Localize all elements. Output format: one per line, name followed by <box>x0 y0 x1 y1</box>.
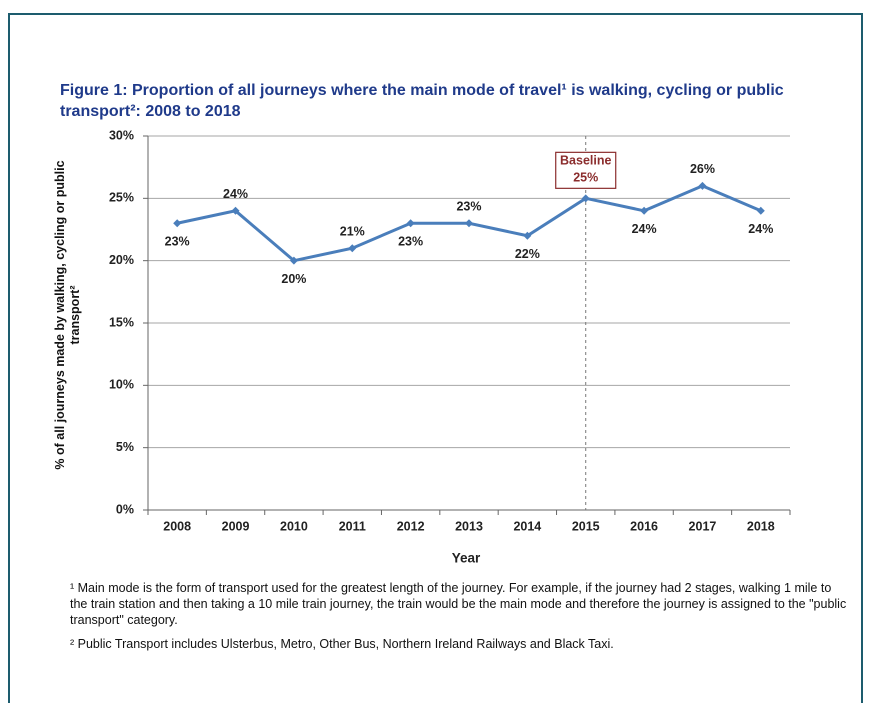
marker <box>640 206 649 215</box>
marker <box>289 256 298 265</box>
data-label: 21% <box>340 224 365 238</box>
x-tick-label: 2009 <box>222 519 250 533</box>
data-label: 23% <box>456 200 481 214</box>
x-axis-label: Year <box>452 551 481 566</box>
y-tick-label: 0% <box>116 502 134 516</box>
frame <box>8 13 863 703</box>
footnotes: ¹ Main mode is the form of transport use… <box>70 580 850 660</box>
baseline-box <box>555 151 617 189</box>
marker <box>465 219 473 228</box>
y-tick-label: 15% <box>109 315 134 329</box>
x-tick-label: 2010 <box>280 519 308 533</box>
marker <box>231 206 240 215</box>
marker <box>173 219 182 228</box>
marker <box>348 244 357 253</box>
data-label: 22% <box>515 247 540 261</box>
footnote: ¹ Main mode is the form of transport use… <box>70 581 847 627</box>
marker <box>406 219 415 228</box>
footnote: ² Public Transport includes Ulsterbus, M… <box>70 637 614 651</box>
y-tick-label: 10% <box>109 378 134 392</box>
x-tick-label: 2016 <box>630 519 658 533</box>
marker <box>698 181 707 190</box>
marker <box>581 194 590 203</box>
data-label: 26% <box>690 162 715 176</box>
y-tick-label: 20% <box>109 253 134 267</box>
data-label: 24% <box>223 187 248 201</box>
x-tick-label: 2013 <box>455 519 483 533</box>
baseline-label: Baseline <box>560 154 611 168</box>
data-label: 23% <box>398 235 423 249</box>
marker <box>756 206 765 215</box>
data-label: 20% <box>281 272 306 286</box>
x-tick-label: 2011 <box>339 519 366 533</box>
x-tick-label: 2017 <box>689 519 717 533</box>
y-tick-label: 25% <box>109 191 134 205</box>
data-label: 24% <box>632 222 657 236</box>
data-label: 23% <box>165 235 190 249</box>
y-tick-label: 30% <box>109 128 134 142</box>
x-tick-label: 2012 <box>397 519 425 533</box>
y-tick-label: 5% <box>116 440 134 454</box>
x-tick-label: 2015 <box>572 519 600 533</box>
x-tick-label: 2014 <box>513 519 541 533</box>
marker <box>523 231 532 240</box>
x-tick-label: 2008 <box>163 519 191 533</box>
data-label: 25% <box>573 171 598 185</box>
x-tick-label: 2018 <box>747 519 775 533</box>
chart-title: Figure 1: Proportion of all journeys whe… <box>60 82 784 120</box>
data-label: 24% <box>748 222 773 236</box>
